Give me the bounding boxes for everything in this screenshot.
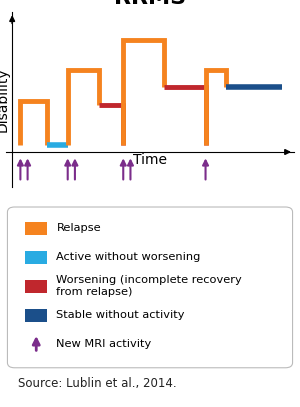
Y-axis label: Disability: Disability	[0, 67, 9, 132]
Text: Relapse: Relapse	[56, 223, 101, 233]
FancyBboxPatch shape	[25, 280, 47, 293]
FancyBboxPatch shape	[25, 221, 47, 234]
Text: New MRI activity: New MRI activity	[56, 339, 152, 349]
X-axis label: Time: Time	[133, 153, 167, 167]
Title: RRMS: RRMS	[114, 0, 186, 8]
FancyBboxPatch shape	[8, 207, 292, 368]
FancyBboxPatch shape	[25, 251, 47, 264]
Text: Stable without activity: Stable without activity	[56, 310, 185, 320]
Text: Source: Lublin et al., 2014.: Source: Lublin et al., 2014.	[17, 377, 176, 390]
FancyBboxPatch shape	[25, 309, 47, 322]
Text: Active without worsening: Active without worsening	[56, 252, 201, 262]
Text: Worsening (incomplete recovery
from relapse): Worsening (incomplete recovery from rela…	[56, 276, 242, 297]
